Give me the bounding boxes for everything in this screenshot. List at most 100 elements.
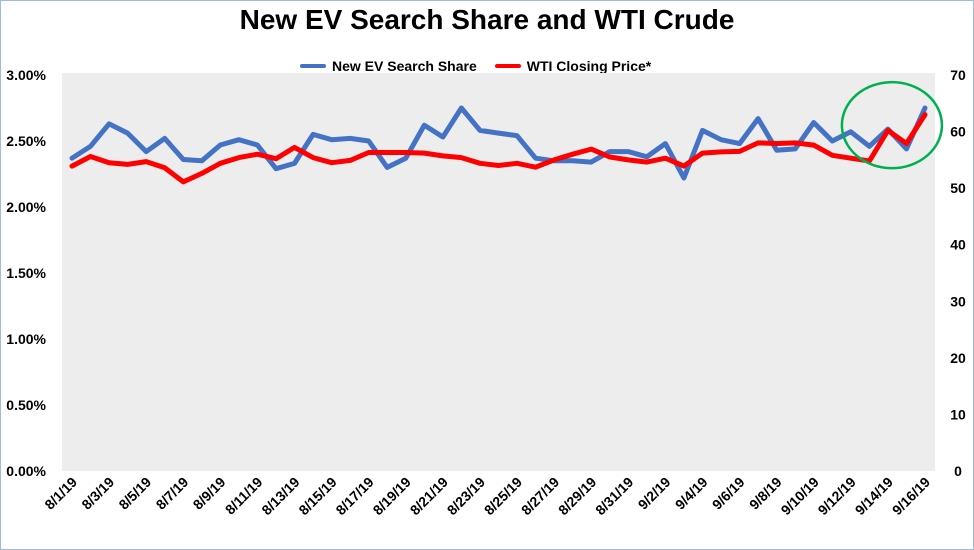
wti-price-point [459,156,463,160]
x-tick-label: 8/15/19 [295,474,339,518]
wti-price-point [923,113,927,117]
legend-item-ev-search: New EV Search Share [300,58,477,74]
wti-price-point [293,145,296,149]
wti-price-point [701,151,704,155]
wti-price-point [348,158,352,162]
ev-search-point [404,156,408,160]
wti-price-point [218,161,222,165]
x-tick-label: 8/5/19 [115,474,154,513]
wti-price-point [441,154,445,158]
y-left-tick-label: 0.50% [6,397,46,413]
ev-search-point [237,138,241,142]
y-right-tick-label: 0 [954,463,962,479]
ev-search-point [459,106,463,110]
ev-search-point [626,150,630,154]
y-right-tick-label: 50 [950,180,966,196]
ev-search-point [200,159,204,163]
wti-price-point [534,165,538,169]
legend-item-wti: WTI Closing Price* [494,58,651,74]
legend-swatch-ev-search [300,64,326,68]
wti-price-point [905,142,908,145]
x-tick-label: 8/11/19 [222,474,266,518]
wti-price-point [793,141,797,145]
wti-price-point [385,151,389,154]
wti-price-point [107,161,111,165]
ev-search-point [663,142,667,146]
ev-search-point [608,150,612,154]
ev-search-point [682,176,686,180]
x-tick-label: 8/17/19 [332,474,376,518]
wti-price-point [126,162,130,166]
wti-price-point [849,156,853,160]
wti-price-point [719,150,723,154]
ev-search-point [534,156,538,160]
y-left-tick-label: 1.00% [6,331,46,347]
ev-search-point [181,158,185,161]
y-right-tick-label: 10 [950,406,966,422]
wti-price-point [886,128,890,132]
wti-price-point [738,149,742,153]
y-left-tick-label: 0.00% [6,463,46,479]
ev-search-point [867,144,871,148]
ev-search-point [701,128,704,132]
ev-search-point [311,132,315,136]
wti-price-point [89,155,92,158]
wti-price-point [330,161,334,165]
chart-legend: New EV Search Share WTI Closing Price* [300,58,651,74]
x-tick-label: 8/23/19 [444,474,488,518]
wti-price-point [237,156,241,160]
ev-search-point [218,143,222,147]
highlight-circle [840,80,944,170]
ev-search-point [478,128,482,132]
ev-search-point [830,139,834,143]
ev-search-point [274,167,278,171]
wti-price-point [181,180,185,184]
x-tick-label: 9/16/19 [889,474,933,518]
ev-search-point [126,131,130,135]
ev-search-point [905,147,908,151]
x-tick-label: 8/25/19 [481,474,525,518]
ev-search-point [719,138,723,142]
chart-title: New EV Search Share and WTI Crude [239,4,735,35]
x-tick-label: 9/14/19 [852,474,896,518]
y-right-tick-label: 60 [950,124,966,140]
x-tick-label: 8/27/19 [518,474,562,518]
wti-price-point [756,141,760,145]
ev-search-point [738,142,742,146]
ev-search-point [441,135,445,139]
wti-price-point [775,142,779,145]
y-left-tick-label: 2.50% [6,133,46,149]
x-tick-label: 9/4/19 [672,474,711,513]
ev-search-point [330,138,334,142]
wti-price-point [422,151,426,155]
ev-search-point [923,106,927,110]
x-tick-label: 8/13/19 [258,474,302,518]
wti-price-point [144,160,148,164]
wti-price-point [571,152,575,156]
x-tick-label: 9/12/19 [815,474,859,518]
ev-search-point [812,121,816,124]
x-tick-label: 8/7/19 [153,474,192,513]
wti-price-point [70,164,74,168]
wti-price-point [682,164,686,168]
ev-search-point [515,134,519,138]
ev-search-point [70,156,74,160]
ev-search-point [645,155,649,159]
ev-search-point [89,144,92,148]
y-right-tick-label: 20 [950,350,966,366]
x-tick-label: 8/1/19 [41,474,80,513]
ev-search-point [793,147,797,151]
ev-search-point [293,161,296,165]
ev-search-point [589,160,593,164]
wti-price-point [608,155,612,159]
wti-price-point [478,161,482,165]
wti-price-point [552,158,556,162]
wti-price-point [367,151,371,154]
wti-price-point [626,158,630,162]
y-left-tick-label: 3.00% [6,67,46,83]
ev-search-point [385,165,389,169]
ev-search-point [422,123,426,127]
wti-price-point [515,161,519,165]
ev-search-point [163,136,167,140]
x-tick-label: 8/29/19 [555,474,599,518]
